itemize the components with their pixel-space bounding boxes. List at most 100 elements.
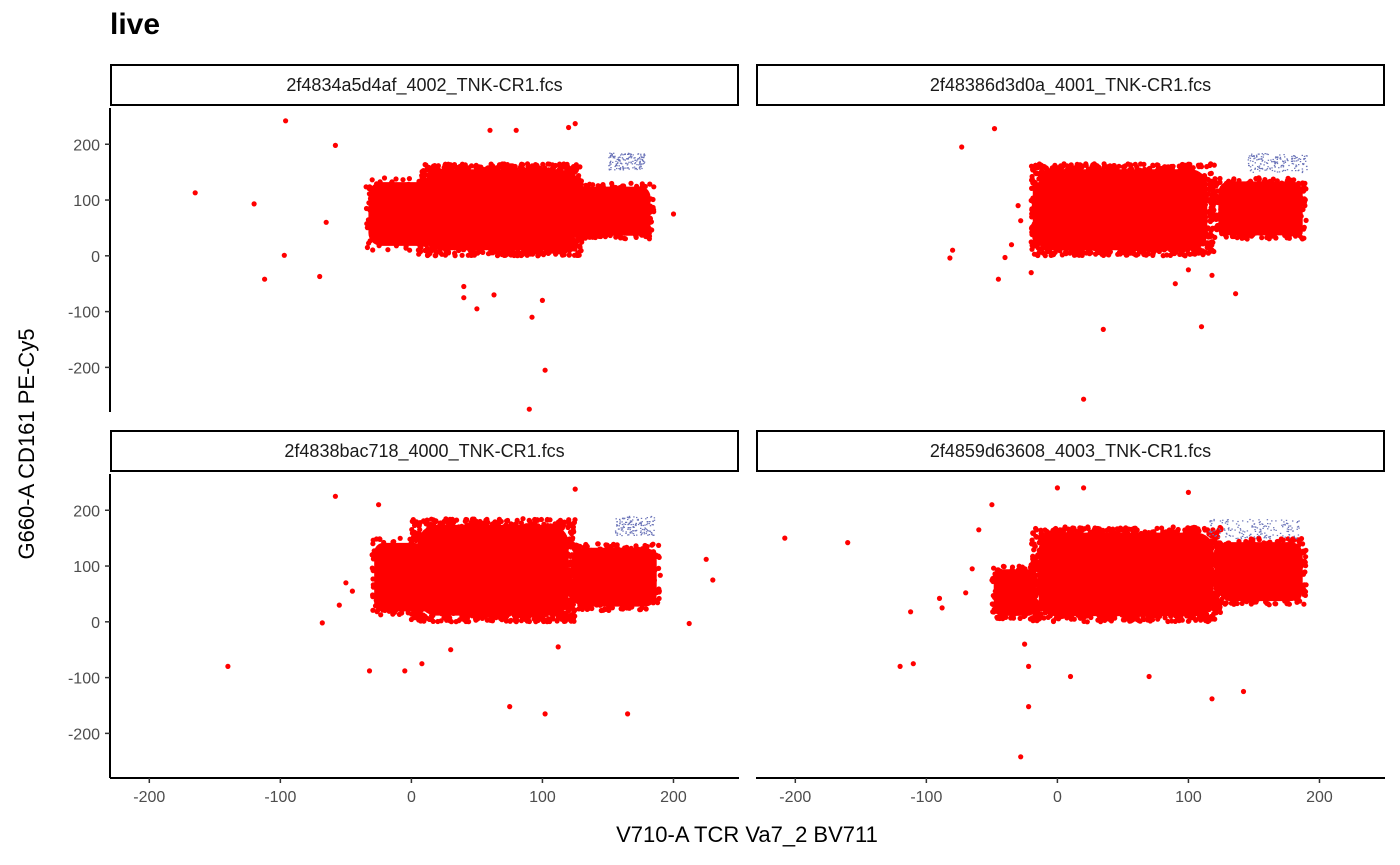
gated-event-point bbox=[1249, 157, 1252, 159]
gated-event-point bbox=[1298, 164, 1300, 166]
event-point bbox=[1066, 229, 1072, 235]
gated-event-point bbox=[1262, 154, 1265, 156]
event-point bbox=[1094, 188, 1100, 194]
event-point bbox=[474, 212, 480, 218]
outlier-point bbox=[1015, 203, 1021, 209]
gated-event-point bbox=[634, 163, 636, 165]
event-point bbox=[1262, 185, 1268, 191]
gated-event-point bbox=[1249, 166, 1252, 168]
gated-event-point bbox=[1276, 161, 1279, 163]
event-point bbox=[1256, 190, 1262, 196]
event-point bbox=[562, 237, 569, 243]
event-point bbox=[1241, 206, 1247, 212]
gated-event-point bbox=[613, 156, 615, 158]
gated-event-point bbox=[1275, 156, 1277, 158]
event-point bbox=[546, 223, 552, 229]
event-point bbox=[535, 197, 542, 203]
event-point bbox=[1072, 244, 1078, 250]
facet-strip-label: 2f4834a5d4af_4002_TNK-CR1.fcs bbox=[286, 75, 562, 96]
event-point bbox=[1130, 217, 1136, 223]
event-point bbox=[1301, 224, 1307, 230]
event-point bbox=[1181, 206, 1187, 212]
event-point bbox=[1201, 180, 1207, 186]
event-point bbox=[1296, 192, 1302, 198]
event-point bbox=[560, 189, 566, 195]
event-point bbox=[1132, 161, 1138, 167]
gated-event-point bbox=[1284, 161, 1287, 163]
event-point bbox=[649, 204, 655, 210]
gated-event-point bbox=[629, 155, 632, 157]
event-point bbox=[433, 209, 439, 215]
event-point bbox=[1088, 218, 1094, 224]
gated-event-point bbox=[1295, 170, 1297, 172]
event-point bbox=[1085, 210, 1091, 216]
event-point bbox=[395, 217, 401, 223]
event-point bbox=[514, 199, 520, 205]
event-point bbox=[1162, 177, 1168, 183]
event-point bbox=[488, 185, 494, 191]
event-point bbox=[1287, 183, 1293, 189]
event-point bbox=[443, 247, 449, 253]
event-point bbox=[436, 198, 442, 204]
event-point bbox=[590, 182, 596, 188]
gated-event-point bbox=[630, 157, 633, 159]
event-point bbox=[430, 163, 437, 169]
gated-event-point bbox=[1279, 154, 1281, 156]
event-point bbox=[435, 222, 441, 229]
event-point bbox=[500, 165, 507, 171]
event-point bbox=[1168, 207, 1174, 213]
event-point bbox=[603, 204, 610, 210]
event-point bbox=[1042, 207, 1048, 213]
gated-event-point bbox=[1259, 163, 1262, 165]
event-point bbox=[429, 189, 435, 195]
gated-event-point bbox=[1282, 164, 1284, 166]
event-point bbox=[467, 203, 473, 209]
gated-event-point bbox=[1252, 171, 1254, 173]
event-point bbox=[578, 232, 584, 238]
event-point bbox=[1195, 247, 1201, 254]
event-point bbox=[1255, 195, 1261, 202]
event-point bbox=[1114, 185, 1120, 191]
event-point bbox=[1218, 204, 1224, 210]
gated-event-point bbox=[1257, 166, 1259, 168]
event-point bbox=[506, 182, 512, 188]
event-point bbox=[640, 198, 646, 205]
event-point bbox=[1125, 222, 1131, 228]
gated-event-point bbox=[610, 167, 612, 169]
gated-event-point bbox=[643, 161, 646, 163]
event-point bbox=[1045, 217, 1051, 223]
event-point bbox=[388, 200, 394, 206]
event-point bbox=[382, 203, 388, 209]
event-point bbox=[621, 226, 627, 232]
event-point bbox=[440, 219, 447, 225]
event-point bbox=[493, 173, 499, 179]
event-point bbox=[1145, 251, 1151, 257]
event-point bbox=[1270, 176, 1276, 182]
event-point bbox=[504, 215, 510, 221]
gated-event-point bbox=[1278, 167, 1280, 169]
event-point bbox=[364, 221, 370, 227]
event-point bbox=[551, 195, 557, 201]
outlier-point bbox=[251, 201, 257, 207]
gated-event-point bbox=[634, 162, 637, 164]
gated-event-point bbox=[624, 159, 626, 161]
event-point bbox=[1142, 225, 1148, 231]
event-point bbox=[499, 238, 505, 244]
event-point bbox=[1034, 221, 1040, 227]
event-point bbox=[393, 243, 399, 249]
gated-event-point bbox=[622, 158, 624, 160]
gated-event-point bbox=[632, 160, 634, 162]
event-point bbox=[1242, 201, 1249, 207]
event-point bbox=[387, 233, 393, 239]
event-point bbox=[416, 251, 422, 257]
event-point bbox=[499, 221, 505, 227]
event-point bbox=[1083, 162, 1089, 168]
event-point bbox=[1246, 212, 1252, 218]
event-point bbox=[477, 243, 483, 249]
event-point bbox=[538, 167, 544, 173]
event-point bbox=[1067, 205, 1073, 211]
event-point bbox=[478, 164, 484, 170]
gated-event-point bbox=[1259, 158, 1261, 160]
event-point bbox=[416, 205, 422, 211]
gated-event-point bbox=[643, 154, 645, 156]
